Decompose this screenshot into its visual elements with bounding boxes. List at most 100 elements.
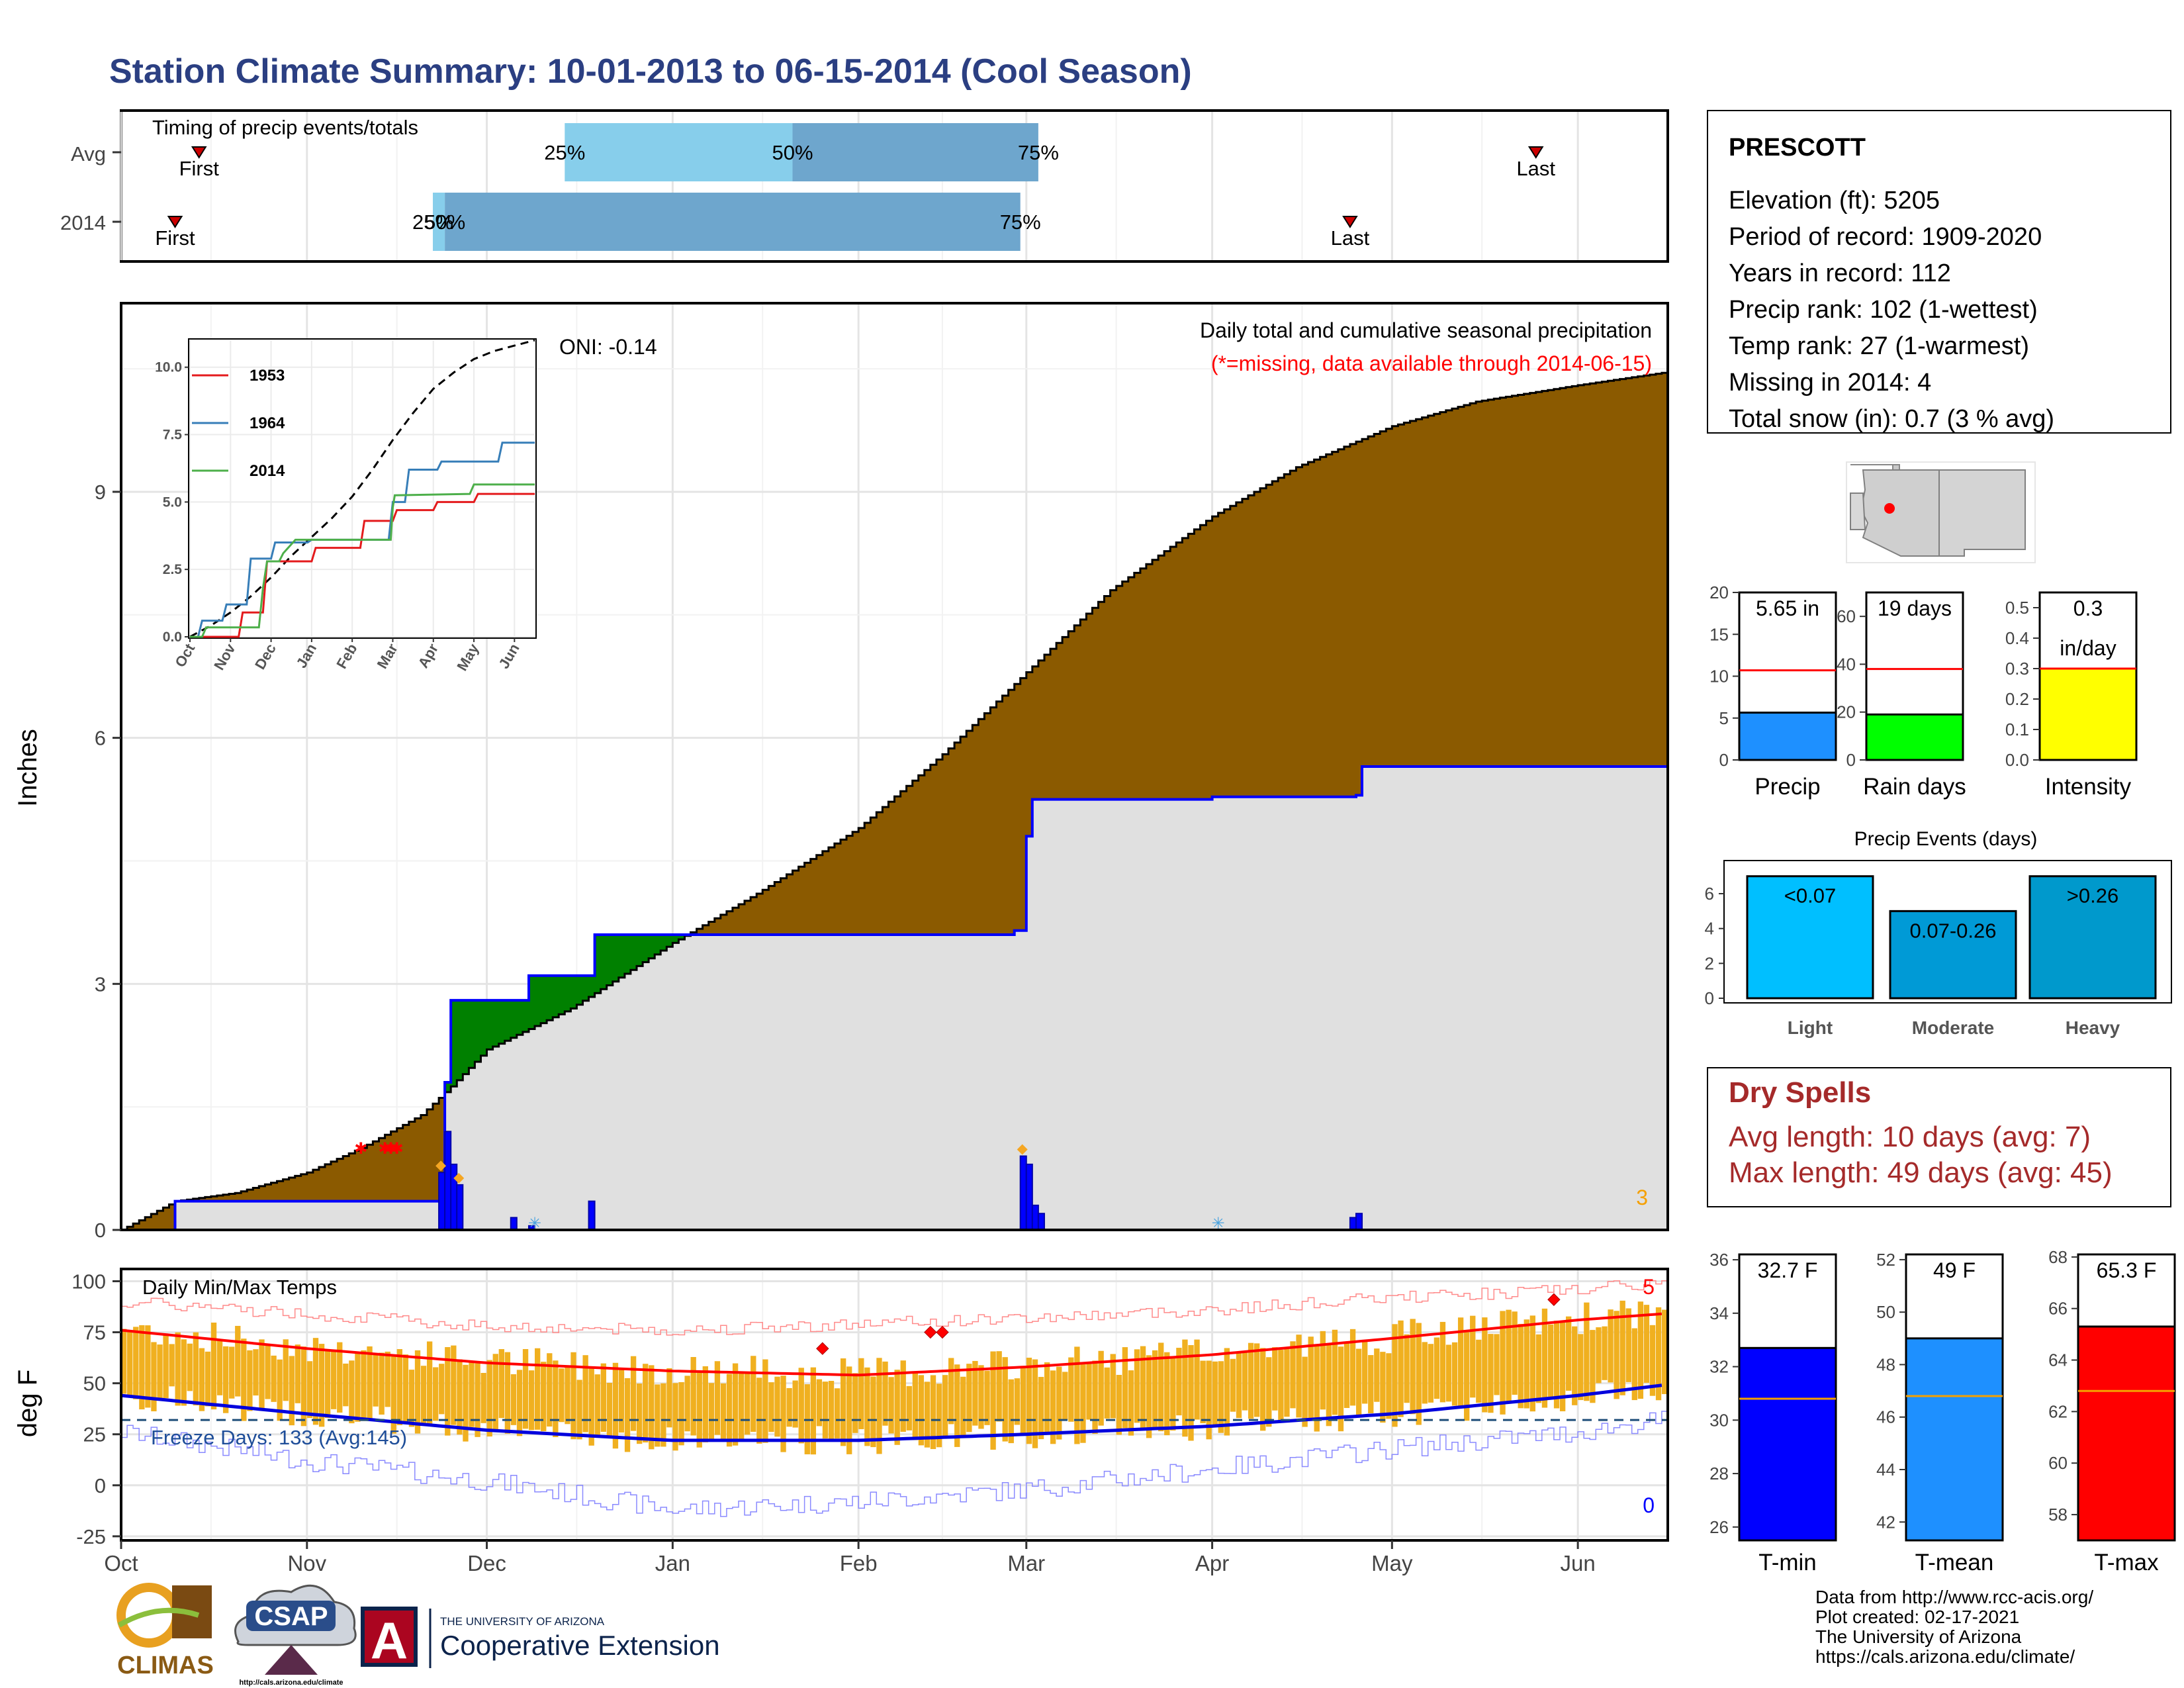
daily-temp-bar xyxy=(1374,1348,1380,1402)
daily-temp-bar xyxy=(151,1342,157,1412)
y-tick-label: 50 xyxy=(83,1372,106,1395)
y-tick-label: 75 xyxy=(83,1321,106,1344)
credit-line: https://cals.arizona.edu/climate/ xyxy=(1815,1646,2075,1667)
daily-temp-bar xyxy=(756,1378,762,1444)
daily-temp-bar xyxy=(1248,1342,1254,1419)
daily-temp-bar xyxy=(678,1382,684,1446)
daily-temp-bar xyxy=(373,1353,379,1407)
daily-temp-bar xyxy=(1128,1370,1134,1436)
daily-temp-bar xyxy=(1194,1339,1200,1420)
daily-temp-bar xyxy=(672,1383,678,1451)
temp-count-top: 5 xyxy=(1643,1275,1655,1299)
daily-temp-bar xyxy=(618,1369,625,1433)
temp-summary-tick-label: 50 xyxy=(1876,1302,1895,1322)
daily-temp-bar xyxy=(745,1373,751,1435)
daily-temp-bar xyxy=(439,1364,445,1415)
record-high-marker xyxy=(1547,1293,1561,1306)
daily-temp-bar xyxy=(235,1325,241,1397)
daily-temp-bar xyxy=(1050,1370,1056,1444)
temp-summary-label: T-min xyxy=(1758,1550,1817,1575)
daily-temp-bar xyxy=(858,1358,864,1429)
daily-temp-bar xyxy=(1146,1355,1152,1438)
daily-temp-bar xyxy=(1524,1319,1529,1409)
temp-summary-tick-label: 28 xyxy=(1709,1464,1729,1483)
daily-temp-bar xyxy=(367,1346,373,1420)
daily-temp-bar xyxy=(990,1351,996,1450)
temp-summary-tick-label: 32 xyxy=(1709,1357,1729,1377)
daily-temp-bar xyxy=(870,1376,876,1448)
climas-logo: CLIMAS xyxy=(116,1583,214,1679)
daily-temp-bar xyxy=(379,1352,385,1415)
daily-temp-bar xyxy=(127,1331,133,1396)
daily-temp-bar xyxy=(978,1365,984,1429)
daily-temp-bar xyxy=(1433,1337,1440,1399)
daily-temp-bar xyxy=(1500,1311,1506,1415)
summary-label: Precip xyxy=(1754,774,1820,800)
daily-precip-bar xyxy=(1031,1204,1039,1231)
daily-temp-bar xyxy=(559,1368,565,1423)
daily-temp-bar xyxy=(774,1376,780,1437)
temp-summary-value: 49 F xyxy=(1933,1258,1976,1282)
daily-temp-bar xyxy=(139,1325,145,1410)
summary-tick-label: 20 xyxy=(1837,702,1856,722)
temp-lines xyxy=(120,1280,1668,1517)
daily-temp-bar xyxy=(816,1379,823,1427)
daily-temp-bar xyxy=(175,1332,181,1406)
daily-temp-bar xyxy=(576,1380,582,1440)
events-category-label: Moderate xyxy=(1912,1017,1994,1038)
daily-temp-bar xyxy=(708,1383,715,1441)
daily-temp-bar xyxy=(1457,1317,1464,1409)
daily-temp-bar xyxy=(1008,1379,1014,1444)
daily-temp-bar xyxy=(1643,1305,1650,1383)
timing-p50-label: 50% xyxy=(772,141,813,164)
y-tick-label: 6 xyxy=(95,727,106,750)
daily-precip-bar xyxy=(438,1172,446,1231)
daily-temp-bar xyxy=(1631,1328,1637,1401)
daily-precip-bar xyxy=(444,1131,452,1231)
daily-temp-bar xyxy=(145,1325,151,1408)
daily-temp-bar xyxy=(1176,1348,1182,1416)
daily-temp-bar xyxy=(396,1349,403,1425)
daily-temp-bar xyxy=(306,1361,313,1419)
daily-temp-bar xyxy=(1494,1334,1500,1395)
page-title: Station Climate Summary: 10-01-2013 to 0… xyxy=(109,52,1192,91)
precip-missing-note: (*=missing, data available through 2014-… xyxy=(1211,352,1652,375)
daily-temp-bar xyxy=(876,1358,882,1454)
daily-temp-bar xyxy=(1026,1358,1032,1444)
record-low-line xyxy=(121,1411,1668,1517)
precip-events-chart: Precip Events (days) 0 2 4 6 <0.07 Light 0.07-… xyxy=(1705,828,2172,1038)
inset-series-line xyxy=(190,442,535,638)
events-tick-label: 6 xyxy=(1705,884,1714,904)
trace-marker: ✳ xyxy=(1212,1215,1225,1233)
timing-bar-50-75 xyxy=(445,193,1021,251)
temp-summary-value: 65.3 F xyxy=(2097,1258,2157,1282)
timing-first-marker xyxy=(167,216,183,228)
daily-temp-bar xyxy=(864,1367,870,1446)
oni-value: ONI: -0.14 xyxy=(559,335,657,359)
x-tick-label: Nov xyxy=(287,1551,326,1575)
daily-temp-bar xyxy=(588,1366,594,1446)
neighbor-state-shape xyxy=(1850,492,1866,530)
daily-temp-bar xyxy=(1212,1361,1218,1425)
daily-temp-bar xyxy=(331,1350,337,1409)
daily-temp-bar xyxy=(762,1359,768,1443)
daily-temp-bar xyxy=(181,1339,187,1406)
csap-mountain-icon xyxy=(265,1645,318,1675)
inset-y-tick-label: 7.5 xyxy=(163,428,183,443)
temp-summary-label: T-max xyxy=(2094,1550,2159,1575)
ua-logo: A THE UNIVERSITY OF ARIZONA Cooperative … xyxy=(361,1607,720,1669)
inset-y-tick-label: 2.5 xyxy=(163,562,183,577)
csap-wordmark: CSAP xyxy=(254,1602,328,1631)
csap-banner xyxy=(246,1601,336,1631)
timing-p25-label: 25% xyxy=(412,211,453,234)
daily-temp-bar xyxy=(408,1370,415,1427)
daily-temp-bar xyxy=(954,1364,960,1447)
daily-temp-bar xyxy=(528,1370,535,1430)
daily-temp-bar xyxy=(606,1382,613,1438)
credit-line: Plot created: 02-17-2021 xyxy=(1815,1607,2019,1627)
timing-title: Timing of precip events/totals xyxy=(152,116,418,139)
new-mexico-shape xyxy=(1938,469,2026,557)
daily-temp-bar xyxy=(1056,1366,1062,1440)
